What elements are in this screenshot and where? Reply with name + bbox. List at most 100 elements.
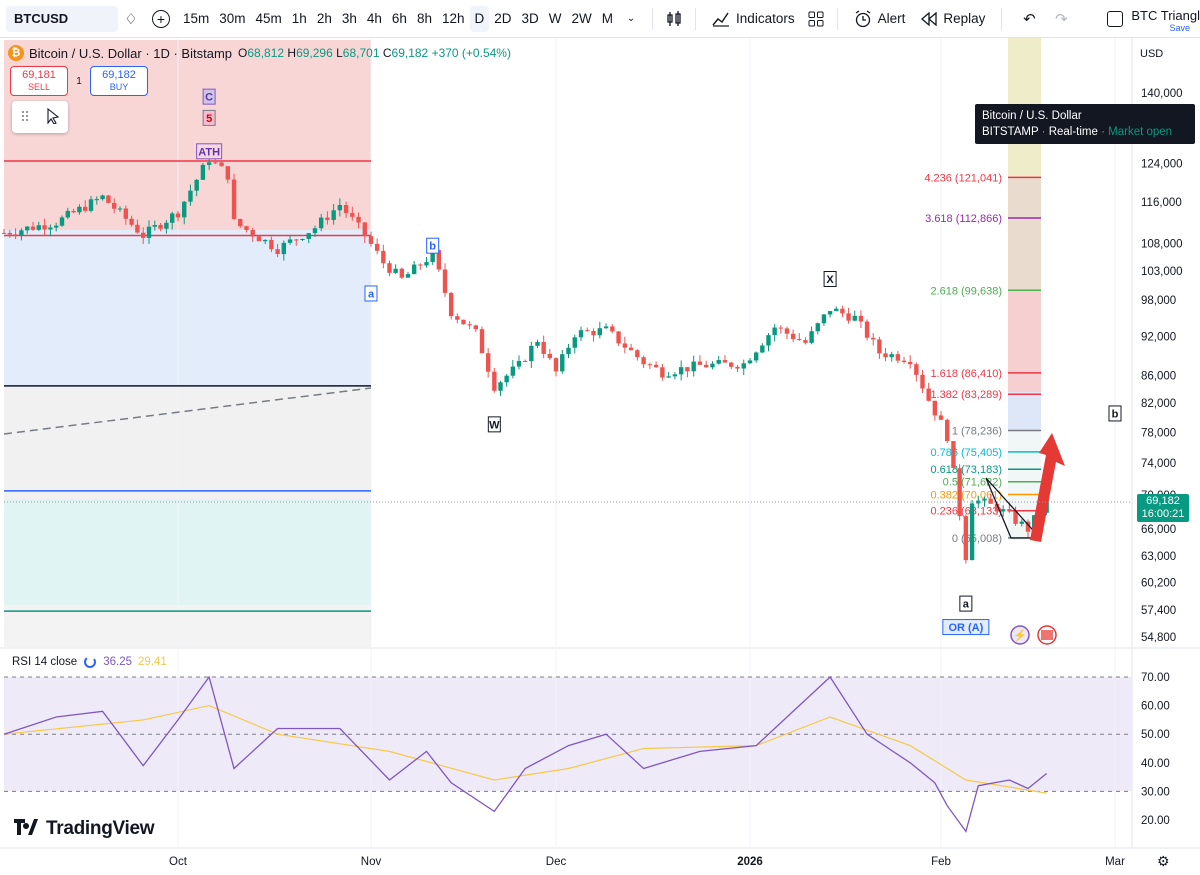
diamond-icon[interactable]: ♢ <box>124 10 138 28</box>
timeframe-d[interactable]: D <box>469 5 490 32</box>
wave-label-box[interactable] <box>426 237 440 254</box>
compare-plus-icon[interactable]: + <box>152 9 170 28</box>
candle-body <box>294 239 299 241</box>
cursor-arrow-icon[interactable] <box>46 107 60 127</box>
chart-canvas[interactable]: 4.236 (121,041) 3.618 (112,866) 2.618 (99,… <box>0 38 1200 875</box>
candle-body <box>331 210 336 220</box>
rsi-label[interactable]: RSI 14 close <box>12 656 78 668</box>
indicators-icon <box>712 12 730 27</box>
wave-label-text: b <box>1112 408 1119 420</box>
candle-body <box>982 498 987 501</box>
currency-label[interactable]: USD <box>1140 48 1164 60</box>
candle-body <box>152 225 157 227</box>
timeframe-3d[interactable]: 3D <box>521 11 539 26</box>
timeframe-8h[interactable]: 8h <box>416 11 432 26</box>
timeframe-2d[interactable]: 2D <box>494 11 512 26</box>
timeframe-6h[interactable]: 6h <box>391 11 407 26</box>
timeframe-list: 15m 30m 45m 1h 2h 3h 4h 6h 8h 12h D 2D 3D W 2W M <box>178 5 618 32</box>
candle-body <box>1025 521 1031 532</box>
candle-body <box>318 217 324 229</box>
buy-button[interactable]: 69,182 BUY <box>90 66 148 96</box>
price-tick-label: 124,000 <box>1141 158 1183 170</box>
candle-body <box>164 222 169 229</box>
layout-name[interactable]: BTC Triangl <box>1131 8 1200 23</box>
timeframe-w[interactable]: W <box>548 11 562 26</box>
wave-label-box[interactable] <box>823 271 837 288</box>
templates-grid-icon[interactable] <box>803 6 829 32</box>
candle-body <box>666 376 671 378</box>
layout-save-link[interactable]: Save <box>1169 23 1190 33</box>
tradingview-wordmark: TradingView <box>46 818 155 839</box>
candle-body <box>541 342 546 354</box>
undo-icon[interactable]: ↶ <box>1023 10 1036 28</box>
candle-body <box>262 239 268 242</box>
wave-label-box[interactable] <box>202 109 216 126</box>
tooltip-details: BITSTAMP · Real-time · Market open <box>982 126 1173 138</box>
lightning-event-icon[interactable] <box>1010 625 1030 645</box>
timeframe-2w[interactable]: 2W <box>571 11 592 26</box>
candle-body <box>442 269 448 293</box>
timeframe-15m[interactable]: 15m <box>183 11 210 26</box>
tradingview-logo[interactable]: TradingView <box>14 818 155 840</box>
timeframe-45m[interactable]: 45m <box>255 11 282 26</box>
candle-body <box>194 179 199 191</box>
alert-label: Alert <box>877 11 906 26</box>
top-toolbar: BTCUSD ♢ + 15m 30m 45m 1h 2h 3h 4h 6h 8h 12h D 2D 3D… <box>0 0 1200 38</box>
replay-button[interactable]: Replay <box>913 6 993 32</box>
alert-button[interactable]: Alert <box>846 6 914 32</box>
price-tick-label: 63,000 <box>1141 551 1176 563</box>
candle-body <box>337 205 343 211</box>
candle-body <box>83 206 88 211</box>
trade-panel: 69,181 SELL 1 69,182 BUY <box>10 66 148 96</box>
timeframe-12h[interactable]: 12h <box>441 11 465 26</box>
wave-label-box[interactable] <box>942 619 990 636</box>
sell-button[interactable]: 69,181 SELL <box>10 66 68 96</box>
timeframe-m[interactable]: M <box>601 11 614 26</box>
candle-body <box>610 326 615 332</box>
candle-body <box>901 360 907 362</box>
toolbar-divider <box>836 7 838 30</box>
wave-label-box[interactable] <box>959 595 973 612</box>
wave-label-box[interactable] <box>364 285 378 302</box>
candle-body <box>158 225 163 229</box>
wave-label-box[interactable] <box>196 143 223 160</box>
indicators-button[interactable]: Indicators <box>704 6 803 32</box>
time-tick-label: 2026 <box>737 856 763 868</box>
drag-handle-icon[interactable]: ⠿ <box>19 108 31 125</box>
layout-checkbox[interactable] <box>1107 11 1123 27</box>
candle-body <box>448 292 454 317</box>
candle-body <box>883 353 888 358</box>
candle-style-icon[interactable] <box>661 6 687 32</box>
candle-body <box>374 243 380 251</box>
candle-body <box>722 360 728 363</box>
redo-icon[interactable]: ↷ <box>1055 10 1068 28</box>
legend-title[interactable]: Bitcoin / U.S. Dollar · 1D · Bitstamp <box>29 45 232 61</box>
timeframe-4h[interactable]: 4h <box>366 11 382 26</box>
zone-gray <box>4 387 371 499</box>
wave-label-box[interactable] <box>1108 405 1122 422</box>
wave-label-box[interactable] <box>487 416 501 433</box>
candle-body <box>393 268 398 273</box>
candle-body <box>281 242 287 255</box>
candle-body <box>411 264 417 275</box>
timeframe-dropdown-icon[interactable]: ⌄ <box>626 13 636 24</box>
candle-body <box>59 217 65 226</box>
candle-body <box>553 358 559 372</box>
candle-body <box>250 229 255 237</box>
wave-label-box[interactable] <box>202 88 216 105</box>
candle-body <box>492 371 497 391</box>
fib-level-label: 2.618 (99,638) <box>930 285 1002 297</box>
candle-body <box>858 315 864 322</box>
fib-column-blue <box>1008 392 1041 430</box>
timeframe-3h[interactable]: 3h <box>341 11 357 26</box>
candle-body <box>306 233 311 240</box>
settings-gear-icon[interactable]: ⚙ <box>1157 853 1170 869</box>
price-tick-label: 103,000 <box>1141 266 1183 278</box>
candle-body <box>920 374 925 389</box>
timeframe-2h[interactable]: 2h <box>316 11 332 26</box>
symbol-search-button[interactable]: BTCUSD <box>6 5 118 32</box>
timeframe-30m[interactable]: 30m <box>219 11 246 26</box>
candle-body <box>895 354 901 361</box>
zone-gray-bottom <box>4 605 371 647</box>
timeframe-1h[interactable]: 1h <box>291 11 307 26</box>
